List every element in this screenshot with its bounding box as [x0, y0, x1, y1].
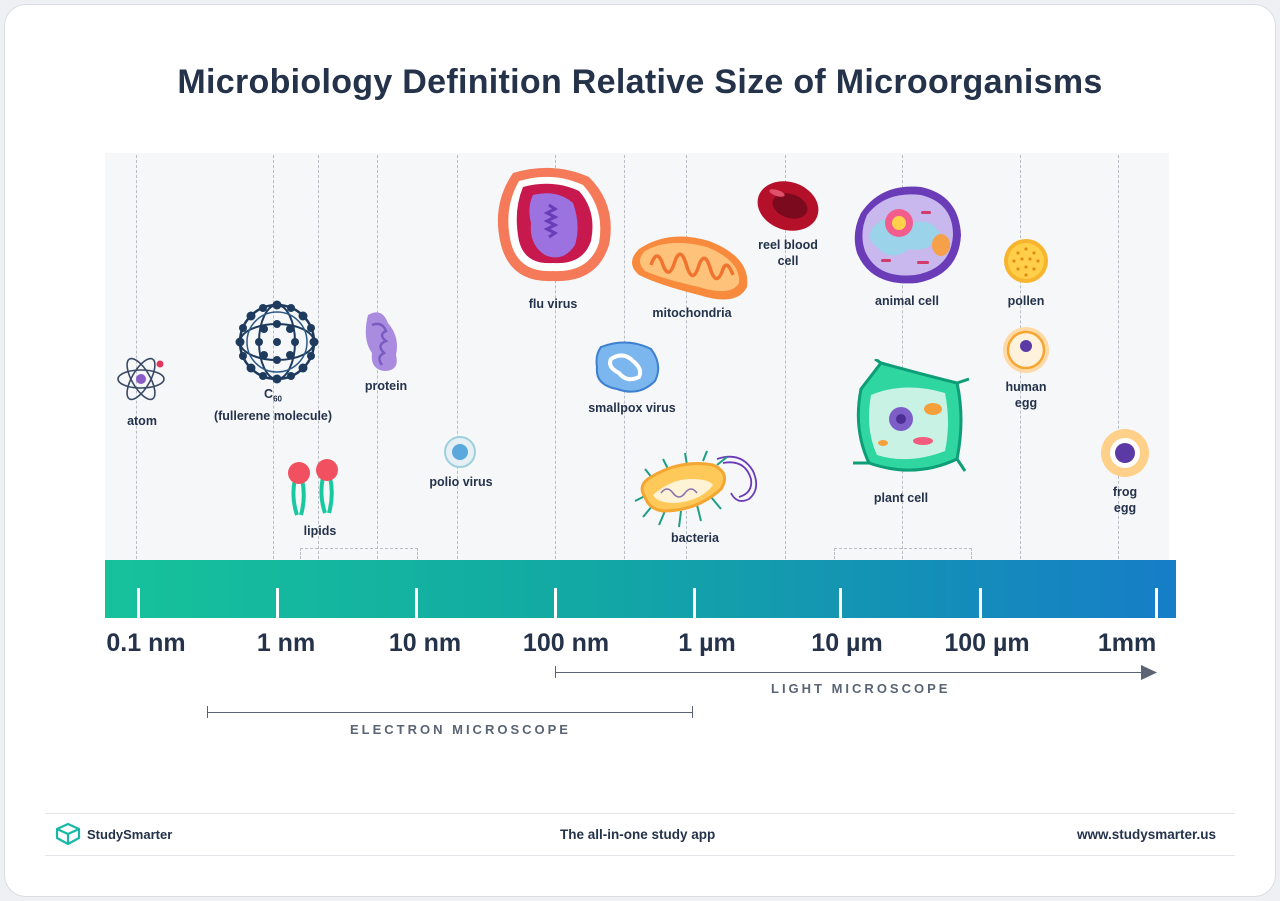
human-egg-label: human egg [1006, 379, 1047, 411]
guide-line [1118, 155, 1119, 559]
human-egg-line1: human [1005, 380, 1047, 394]
infographic-card: Microbiology Definition Relative Size of… [4, 4, 1276, 897]
human-egg-icon [1003, 327, 1049, 373]
red-blood-cell-icon [757, 181, 819, 231]
light-microscope-range [555, 672, 1145, 673]
lipids-label: lipids [303, 524, 337, 538]
frog-egg-icon [1101, 429, 1149, 477]
footer-url[interactable]: www.studysmarter.us [1077, 827, 1217, 842]
c60-name: (fullerene molecule) [213, 408, 333, 423]
scale-label: 10 nm [388, 629, 462, 657]
rbc-label-line2: cell [777, 254, 799, 268]
animal-cell-icon [854, 186, 961, 284]
guide-line [555, 155, 556, 559]
flu-virus-label: flu virus [528, 297, 578, 311]
polio-virus-label: polio virus [429, 475, 493, 489]
animal-cell-label: animal cell [875, 294, 939, 308]
protein-icon [365, 312, 397, 371]
guide-line [902, 155, 903, 559]
scale-tick [979, 588, 982, 618]
guide-line [273, 155, 274, 559]
guide-line [785, 155, 786, 559]
c60-letter: C [264, 387, 274, 401]
scale-tick [554, 588, 557, 618]
scale-tick [839, 588, 842, 618]
guide-line [686, 155, 687, 559]
smallpox-virus-label: smallpox virus [588, 401, 676, 415]
range-bracket [834, 548, 972, 559]
footer-brand: StudySmarter [87, 827, 173, 842]
guide-line [457, 155, 458, 559]
guide-line [136, 155, 137, 559]
electron-microscope-label: ELECTRON MICROSCOPE [350, 722, 571, 737]
electron-microscope-end-cap [692, 706, 693, 718]
lipids-icon [288, 459, 338, 516]
footer-divider-top [45, 813, 1235, 814]
polio-virus-icon [444, 436, 476, 468]
scale-label: 1mm [1097, 629, 1157, 657]
plant-cell-icon [853, 359, 970, 472]
light-microscope-label: LIGHT MICROSCOPE [771, 681, 951, 696]
electron-microscope-start-cap [207, 706, 208, 718]
frog-egg-line2: egg [1113, 501, 1137, 515]
range-bracket [300, 548, 418, 559]
frog-egg-line1: frog [1112, 485, 1138, 499]
scale-tick [137, 588, 140, 618]
atom-icon [117, 357, 165, 401]
page-title: Microbiology Definition Relative Size of… [177, 63, 1103, 101]
scale-tick [415, 588, 418, 618]
footer-tagline: The all-in-one study app [560, 827, 716, 842]
bacteria-icon [634, 450, 758, 528]
frog-egg-label: frog egg [1113, 484, 1137, 516]
pollen-label: pollen [1007, 294, 1045, 308]
electron-microscope-range [207, 712, 693, 713]
mitochondria-icon [632, 236, 748, 300]
guide-line [318, 155, 319, 559]
pollen-icon [1004, 239, 1048, 283]
footer-divider-bottom [45, 855, 1235, 856]
scale-tick [276, 588, 279, 618]
bacteria-label: bacteria [671, 531, 719, 545]
scale-bar [105, 560, 1176, 618]
red-blood-cell-label: reel blood cell [758, 237, 818, 269]
fullerene-icon [235, 300, 319, 384]
flu-virus-icon [497, 167, 611, 282]
smallpox-virus-icon [595, 341, 660, 393]
c60-label: C60 (fullerene molecule) [214, 386, 332, 424]
scale-label: 1 µm [678, 629, 736, 657]
rbc-label-line1: reel blood [758, 238, 818, 252]
mitochondria-label: mitochondria [652, 306, 732, 320]
plant-cell-label: plant cell [873, 491, 929, 505]
scale-label: 1 nm [256, 629, 316, 657]
scale-label: 10 µm [811, 629, 883, 657]
scale-tick [1155, 588, 1158, 618]
c60-subscript: 60 [273, 394, 282, 404]
arrow-right-icon [1141, 665, 1157, 680]
human-egg-line2: egg [1014, 396, 1038, 410]
scale-tick [693, 588, 696, 618]
atom-label: atom [127, 414, 157, 428]
protein-label: protein [364, 379, 408, 393]
studysmarter-logo-icon [55, 822, 81, 846]
scale-label: 0.1 nm [106, 629, 186, 657]
scale-label: 100 µm [944, 629, 1030, 657]
light-microscope-start-cap [555, 666, 556, 678]
scale-label: 100 nm [522, 629, 610, 657]
